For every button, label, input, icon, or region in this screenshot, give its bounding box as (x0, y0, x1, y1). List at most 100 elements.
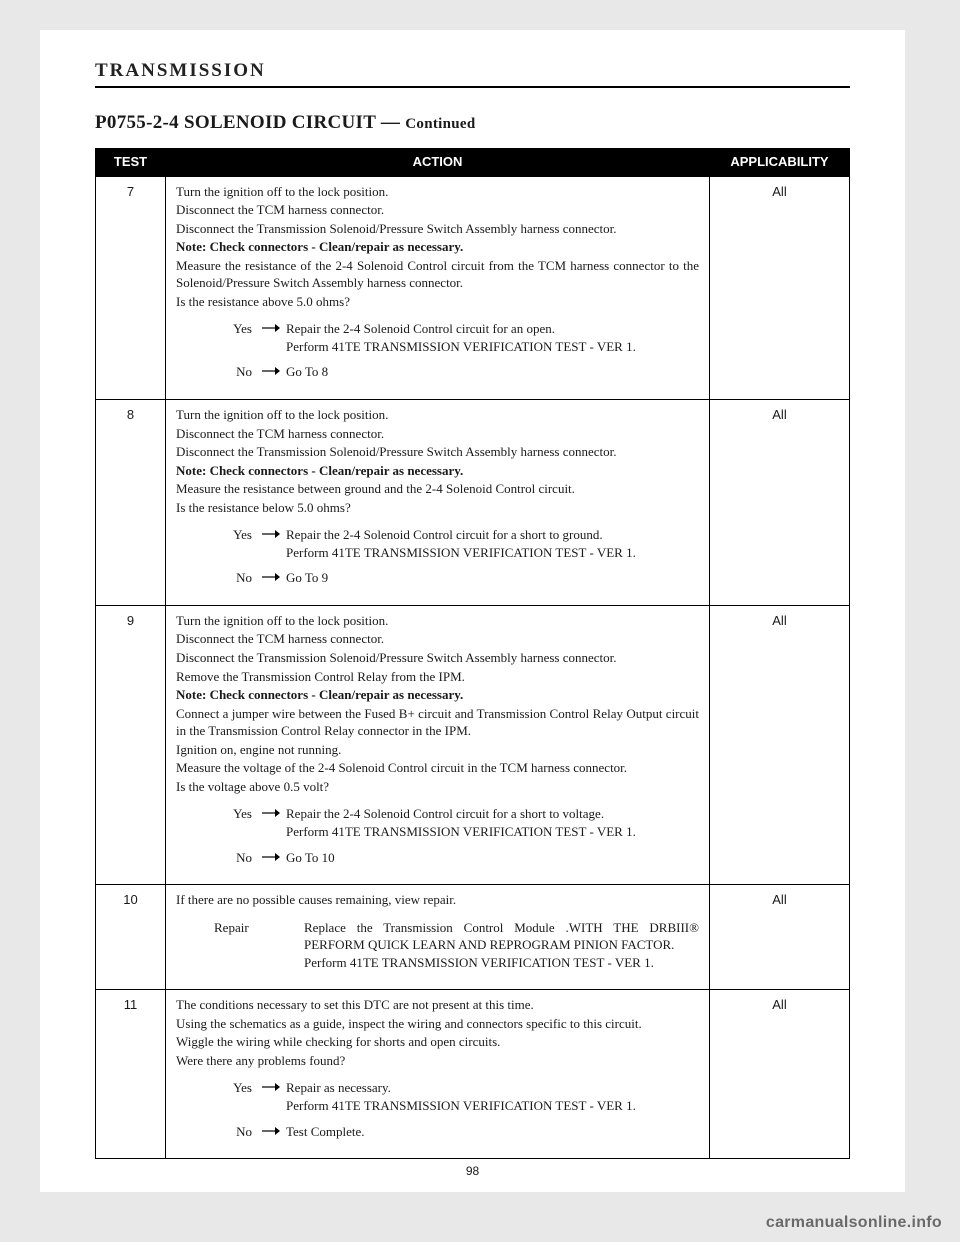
arrow-icon (256, 805, 286, 840)
action-line: Turn the ignition off to the lock positi… (176, 183, 699, 201)
cell-action: If there are no possible causes remainin… (166, 885, 710, 990)
col-applicability: APPLICABILITY (710, 148, 850, 176)
cell-applicability: All (710, 176, 850, 399)
action-line: Remove the Transmission Control Relay fr… (176, 668, 699, 686)
arrow-icon (256, 1123, 286, 1141)
branch-label: No (214, 849, 256, 867)
diagnostic-table: TEST ACTION APPLICABILITY 7Turn the igni… (95, 148, 850, 1159)
action-line: Disconnect the Transmission Solenoid/Pre… (176, 443, 699, 461)
header-rule (95, 86, 850, 88)
table-row: 11 The conditions necessary to set this D… (96, 990, 850, 1159)
branch-line: Perform 41TE TRANSMISSION VERIFICATION T… (286, 544, 699, 562)
cell-testno: 9 (96, 605, 166, 884)
arrow-icon (256, 526, 286, 561)
col-test: TEST (96, 148, 166, 176)
branch-label: Yes (214, 526, 256, 561)
branch-line: Test Complete. (286, 1123, 699, 1141)
branch-text: Repair the 2-4 Solenoid Control circuit … (286, 320, 699, 355)
section-header: TRANSMISSION (95, 60, 850, 84)
cell-action: Turn the ignition off to the lock positi… (166, 605, 710, 884)
cell-action: Turn the ignition off to the lock positi… (166, 400, 710, 606)
branches: Yes Repair as necessary.Perform 41TE TRAN… (214, 1079, 699, 1140)
action-line: Wiggle the wiring while checking for sho… (176, 1033, 699, 1051)
branch-label: Yes (214, 1079, 256, 1114)
branch: No Test Complete. (214, 1123, 699, 1141)
page-number: 98 (40, 1164, 905, 1178)
action-line: Connect a jumper wire between the Fused … (176, 705, 699, 740)
branch-line: Perform 41TE TRANSMISSION VERIFICATION T… (304, 954, 699, 972)
cell-testno: 11 (96, 990, 166, 1159)
action-line: Disconnect the Transmission Solenoid/Pre… (176, 220, 699, 238)
branch-line: Perform 41TE TRANSMISSION VERIFICATION T… (286, 1097, 699, 1115)
action-line: Were there any problems found? (176, 1052, 699, 1070)
arrow-icon (256, 569, 286, 587)
branch-line: Perform 41TE TRANSMISSION VERIFICATION T… (286, 823, 699, 841)
branch: Repair Replace the Transmission Control M… (214, 919, 699, 972)
branch: Yes Repair the 2-4 Solenoid Control circu… (214, 526, 699, 561)
page-inner: TRANSMISSION P0755-2-4 SOLENOID CIRCUIT … (40, 30, 905, 1179)
watermark: carmanualsonline.info (766, 1214, 942, 1232)
branch: No Go To 8 (214, 363, 699, 381)
branches: Repair Replace the Transmission Control M… (214, 919, 699, 972)
action-line: Note: Check connectors - Clean/repair as… (176, 686, 699, 704)
action-line: Disconnect the TCM harness connector. (176, 630, 699, 648)
cell-action: The conditions necessary to set this DTC… (166, 990, 710, 1159)
table-row: 10 If there are no possible causes remain… (96, 885, 850, 990)
action-line: Measure the resistance of the 2-4 Soleno… (176, 257, 699, 292)
action-line: Disconnect the TCM harness connector. (176, 425, 699, 443)
branch-line: Repair the 2-4 Solenoid Control circuit … (286, 526, 699, 544)
cell-testno: 8 (96, 400, 166, 606)
title-main: P0755-2-4 SOLENOID CIRCUIT — (95, 112, 400, 133)
cell-applicability: All (710, 400, 850, 606)
branch: Yes Repair the 2-4 Solenoid Control circu… (214, 320, 699, 355)
branch-line: Perform 41TE TRANSMISSION VERIFICATION T… (286, 338, 699, 356)
action-line: The conditions necessary to set this DTC… (176, 996, 699, 1014)
arrow-icon (256, 363, 286, 381)
action-line: Turn the ignition off to the lock positi… (176, 612, 699, 630)
branch-text: Repair the 2-4 Solenoid Control circuit … (286, 805, 699, 840)
branch-text: Go To 8 (286, 363, 699, 381)
action-line: Disconnect the TCM harness connector. (176, 201, 699, 219)
action-line: Ignition on, engine not running. (176, 741, 699, 759)
action-line: Measure the resistance between ground an… (176, 480, 699, 498)
title-continued: Continued (405, 116, 475, 132)
branch-line: Go To 8 (286, 363, 699, 381)
col-action: ACTION (166, 148, 710, 176)
branch-line: Repair the 2-4 Solenoid Control circuit … (286, 320, 699, 338)
action-line: Is the voltage above 0.5 volt? (176, 778, 699, 796)
branches: Yes Repair the 2-4 Solenoid Control circu… (214, 526, 699, 587)
table-row: 9 Turn the ignition off to the lock posit… (96, 605, 850, 884)
cell-testno: 10 (96, 885, 166, 990)
branch-text: Replace the Transmission Control Module … (304, 919, 699, 972)
page: TRANSMISSION P0755-2-4 SOLENOID CIRCUIT … (40, 30, 905, 1192)
action-line: Turn the ignition off to the lock positi… (176, 406, 699, 424)
branch-label: No (214, 569, 256, 587)
branch-label: Yes (214, 320, 256, 355)
branch: Yes Repair the 2-4 Solenoid Control circu… (214, 805, 699, 840)
cell-applicability: All (710, 605, 850, 884)
branch-label: No (214, 363, 256, 381)
branch: No Go To 9 (214, 569, 699, 587)
branch: Yes Repair as necessary.Perform 41TE TRAN… (214, 1079, 699, 1114)
cell-applicability: All (710, 885, 850, 990)
branch-text: Go To 9 (286, 569, 699, 587)
arrow-icon (274, 919, 304, 972)
action-line: If there are no possible causes remainin… (176, 891, 699, 909)
cell-applicability: All (710, 990, 850, 1159)
branch-label: No (214, 1123, 256, 1141)
action-line: Disconnect the Transmission Solenoid/Pre… (176, 649, 699, 667)
branch-line: Repair as necessary. (286, 1079, 699, 1097)
branch-line: Repair the 2-4 Solenoid Control circuit … (286, 805, 699, 823)
branches: Yes Repair the 2-4 Solenoid Control circu… (214, 805, 699, 866)
action-line: Is the resistance below 5.0 ohms? (176, 499, 699, 517)
branch-label: Repair (214, 919, 274, 972)
branch-text: Test Complete. (286, 1123, 699, 1141)
action-line: Using the schematics as a guide, inspect… (176, 1015, 699, 1033)
arrow-icon (256, 1079, 286, 1114)
branch-line: Go To 10 (286, 849, 699, 867)
branch-label: Yes (214, 805, 256, 840)
branch-line: Replace the Transmission Control Module … (304, 919, 699, 954)
arrow-icon (256, 849, 286, 867)
branch: No Go To 10 (214, 849, 699, 867)
branch-line: Go To 9 (286, 569, 699, 587)
